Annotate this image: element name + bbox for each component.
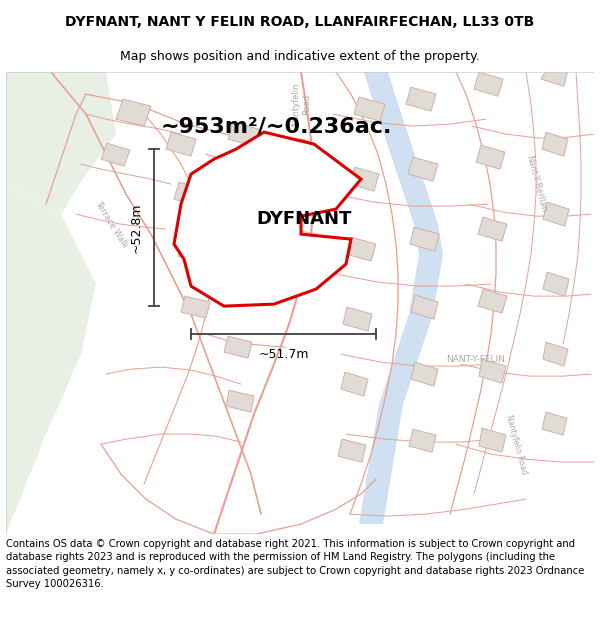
Polygon shape xyxy=(411,295,438,319)
Polygon shape xyxy=(166,132,196,156)
Polygon shape xyxy=(181,296,210,318)
Polygon shape xyxy=(6,72,116,214)
Text: DYFNANT: DYFNANT xyxy=(256,210,352,228)
Polygon shape xyxy=(354,97,385,121)
Text: ~51.7m: ~51.7m xyxy=(258,348,309,361)
Polygon shape xyxy=(543,342,568,366)
Text: Map shows position and indicative extent of the property.: Map shows position and indicative extent… xyxy=(120,50,480,62)
Polygon shape xyxy=(479,359,506,383)
Polygon shape xyxy=(224,336,252,358)
Polygon shape xyxy=(178,240,206,262)
Polygon shape xyxy=(476,145,505,169)
Text: Nantyfelin Road: Nantyfelin Road xyxy=(504,413,528,475)
Polygon shape xyxy=(338,439,366,462)
Polygon shape xyxy=(542,412,567,435)
Polygon shape xyxy=(359,72,443,524)
Polygon shape xyxy=(228,122,259,146)
Polygon shape xyxy=(408,157,438,181)
Text: Contains OS data © Crown copyright and database right 2021. This information is : Contains OS data © Crown copyright and d… xyxy=(6,539,584,589)
Polygon shape xyxy=(410,227,439,251)
Text: ~953m²/~0.236ac.: ~953m²/~0.236ac. xyxy=(160,116,392,136)
Polygon shape xyxy=(226,390,254,412)
Text: DYFNANT, NANT Y FELIN ROAD, LLANFAIRFECHAN, LL33 0TB: DYFNANT, NANT Y FELIN ROAD, LLANFAIRFECH… xyxy=(65,15,535,29)
Polygon shape xyxy=(543,202,569,226)
Polygon shape xyxy=(101,143,130,166)
Polygon shape xyxy=(346,237,376,261)
Text: NANT-Y-FELIN: NANT-Y-FELIN xyxy=(446,354,505,364)
Polygon shape xyxy=(478,289,507,313)
Polygon shape xyxy=(542,132,568,156)
Polygon shape xyxy=(234,172,265,196)
Polygon shape xyxy=(474,72,503,96)
Polygon shape xyxy=(6,184,96,534)
Polygon shape xyxy=(411,362,438,386)
Polygon shape xyxy=(116,99,151,126)
Polygon shape xyxy=(341,372,368,396)
Polygon shape xyxy=(541,69,568,86)
Text: ~52.8m: ~52.8m xyxy=(130,202,143,253)
Polygon shape xyxy=(174,132,361,306)
Text: Nantyfelin
Road: Nantyfelin Road xyxy=(292,82,311,126)
Polygon shape xyxy=(409,429,436,452)
Text: Nant-Y-Berllan: Nant-Y-Berllan xyxy=(524,154,548,214)
Polygon shape xyxy=(343,307,372,331)
Polygon shape xyxy=(241,280,268,302)
Polygon shape xyxy=(238,227,268,251)
Polygon shape xyxy=(543,272,569,296)
Polygon shape xyxy=(478,217,507,241)
Text: Terrace Walk: Terrace Walk xyxy=(93,199,129,249)
Polygon shape xyxy=(479,428,506,452)
Polygon shape xyxy=(406,87,436,111)
Polygon shape xyxy=(174,182,204,206)
Polygon shape xyxy=(350,167,379,191)
